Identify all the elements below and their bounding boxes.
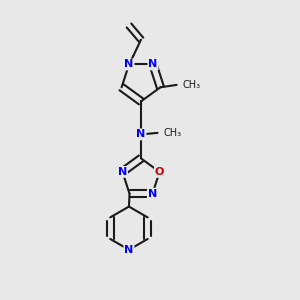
Text: N: N <box>124 59 134 70</box>
Text: N: N <box>118 167 127 177</box>
Text: N: N <box>148 189 157 199</box>
Text: CH₃: CH₃ <box>164 128 181 138</box>
Text: N: N <box>148 59 158 70</box>
Text: N: N <box>136 129 146 140</box>
Text: CH₃: CH₃ <box>182 80 200 90</box>
Text: N: N <box>124 245 134 255</box>
Text: O: O <box>155 167 164 177</box>
